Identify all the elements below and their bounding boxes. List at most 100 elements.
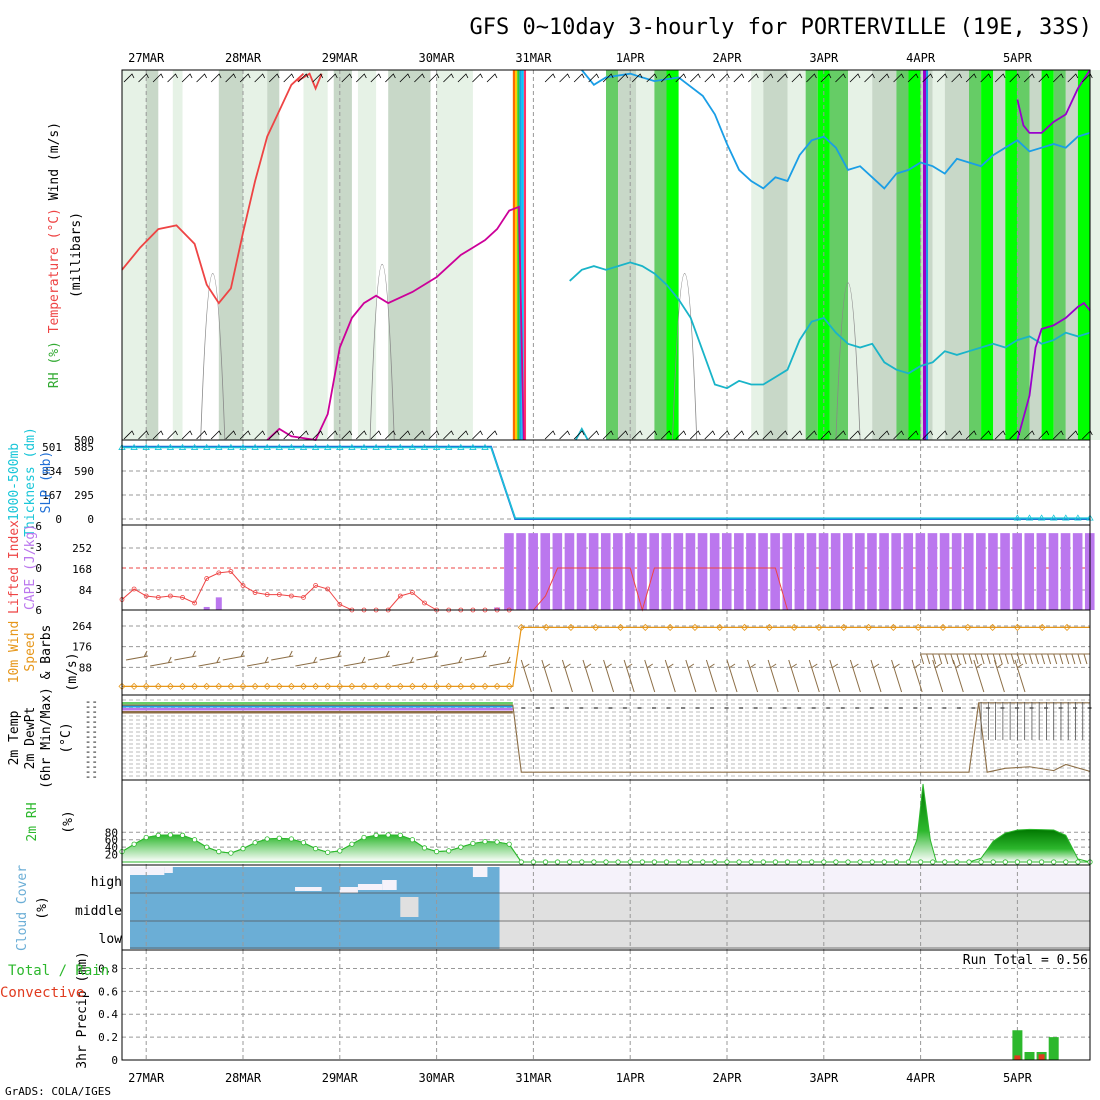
wind-speed-marker: [840, 623, 848, 631]
wind-barb-top: [631, 73, 643, 83]
wind-barb-top: [907, 73, 919, 83]
wind-speed-marker: [299, 682, 308, 690]
wind-barb: [705, 659, 717, 693]
date-label-top: 29MAR: [322, 51, 359, 65]
wind-barb-top: [283, 73, 295, 83]
precip-convective-bar: [1014, 1055, 1021, 1060]
wind-speed-marker: [567, 623, 575, 631]
wind-barb: [932, 653, 937, 665]
wind-frame: [121, 609, 1091, 696]
wind-barb-top: [573, 73, 585, 83]
wind-barb-top: [922, 73, 933, 83]
lifted-index-marker: [167, 593, 173, 599]
rh-band: [993, 70, 1006, 440]
rh-marker: [579, 859, 585, 865]
temp-dewpoint-line: [978, 702, 1091, 773]
temp-tick-cluster: --: [85, 750, 98, 763]
wind-barb: [520, 659, 532, 693]
slp-tick-label: 295: [74, 489, 94, 502]
wind-barb-bottom: [181, 430, 193, 440]
axis-label-part: Speed: [23, 632, 38, 671]
wind-barb: [367, 650, 391, 661]
wind-barb-top: [762, 73, 774, 83]
cape-bar: [746, 533, 756, 610]
wind-speed-marker: [592, 623, 600, 631]
cape-bar: [564, 533, 575, 610]
cloud-gap: [382, 880, 397, 890]
wind-barb-bottom: [646, 430, 658, 440]
wind-speed-marker: [815, 623, 823, 631]
thickness-marker: [444, 443, 453, 450]
rh-marker: [978, 859, 984, 865]
wind-speed-marker: [505, 682, 513, 690]
precip-tick-label: 0.8: [98, 962, 118, 975]
rh-marker: [881, 859, 887, 865]
thickness-marker: [1074, 514, 1082, 521]
wind-barb-bottom: [239, 430, 251, 440]
wind-barb-top: [864, 73, 875, 83]
cape-bar: [215, 597, 222, 610]
wind-barb: [603, 659, 615, 693]
wind-barb: [849, 659, 861, 693]
rh-marker: [216, 848, 222, 855]
wind-barb: [956, 653, 961, 665]
wind-barb: [932, 659, 944, 693]
rh-marker: [446, 848, 452, 854]
rh-band: [666, 70, 679, 440]
wind-barb-top: [936, 73, 948, 83]
wind-speed-marker: [348, 682, 356, 690]
date-label-bottom: 5APR: [1003, 1071, 1033, 1085]
cape-bar: [528, 533, 538, 610]
wind-barb: [125, 650, 149, 661]
thickness-marker: [202, 443, 211, 450]
wind-speed-marker: [889, 623, 897, 631]
rh-band: [1053, 70, 1066, 440]
thickness-marker: [384, 443, 392, 450]
wind-barb-bottom: [762, 430, 774, 440]
date-label-bottom: 27MAR: [128, 1071, 165, 1085]
cape-bar: [540, 533, 551, 610]
axis-label-part: Wind (m/s): [47, 122, 62, 200]
wind-barb-top: [893, 73, 904, 83]
axis-label-part: (6hr Min/Max): [39, 687, 54, 789]
rh-marker: [905, 859, 912, 865]
thickness-marker: [360, 443, 368, 450]
precip-ylabel: 3hr Precip (mm): [75, 951, 90, 1068]
upper-air-unit-label: (millibars): [69, 212, 84, 298]
precip-tick-label: 0: [111, 1054, 118, 1067]
cloud-cover-panel: high middle low Cloud Cover (%): [15, 864, 1091, 951]
wind-barb-top: [254, 73, 266, 83]
date-axis-top: 27MAR 28MAR 29MAR 30MAR 31MAR 1APR 2APR 3APR 4AP…: [128, 51, 1032, 65]
cape-bar: [588, 533, 599, 610]
wind-barb-bottom: [631, 430, 643, 440]
rh-band: [763, 70, 788, 440]
wind-barb: [198, 656, 221, 667]
cape-bar: [600, 533, 611, 610]
axis-label-part: Cloud Cover: [15, 865, 30, 951]
cape-bar: [637, 533, 647, 610]
temperature-contour-line: [296, 72, 323, 91]
thickness-marker: [323, 443, 332, 450]
thickness-slp-line: [122, 446, 1090, 519]
lifted-index-tick-label: -6: [29, 520, 42, 533]
lifted-index-marker: [409, 590, 415, 595]
wind-barb-top: [617, 73, 629, 83]
rh-marker: [663, 859, 670, 865]
rh-tick-label: 40: [105, 841, 118, 854]
thickness-marker: [178, 443, 187, 450]
wind-barb-bottom: [588, 430, 599, 440]
wind-barb-bottom: [791, 430, 803, 440]
rh-marker: [179, 832, 186, 838]
precip-total-bar: [1012, 1030, 1023, 1060]
wind-barb-bottom: [907, 430, 919, 440]
thickness-ylabel: 1000-500mb: [7, 443, 22, 521]
wind-speed-marker: [287, 682, 295, 690]
wind-barb-top: [472, 73, 483, 83]
wind-speed-marker: [616, 623, 625, 631]
wind-speed-marker: [215, 682, 223, 690]
wind-barb: [1029, 653, 1033, 665]
wind-barb-top: [1038, 73, 1050, 83]
temp-tick-cluster: --: [85, 755, 98, 768]
cape-bar: [516, 533, 526, 610]
